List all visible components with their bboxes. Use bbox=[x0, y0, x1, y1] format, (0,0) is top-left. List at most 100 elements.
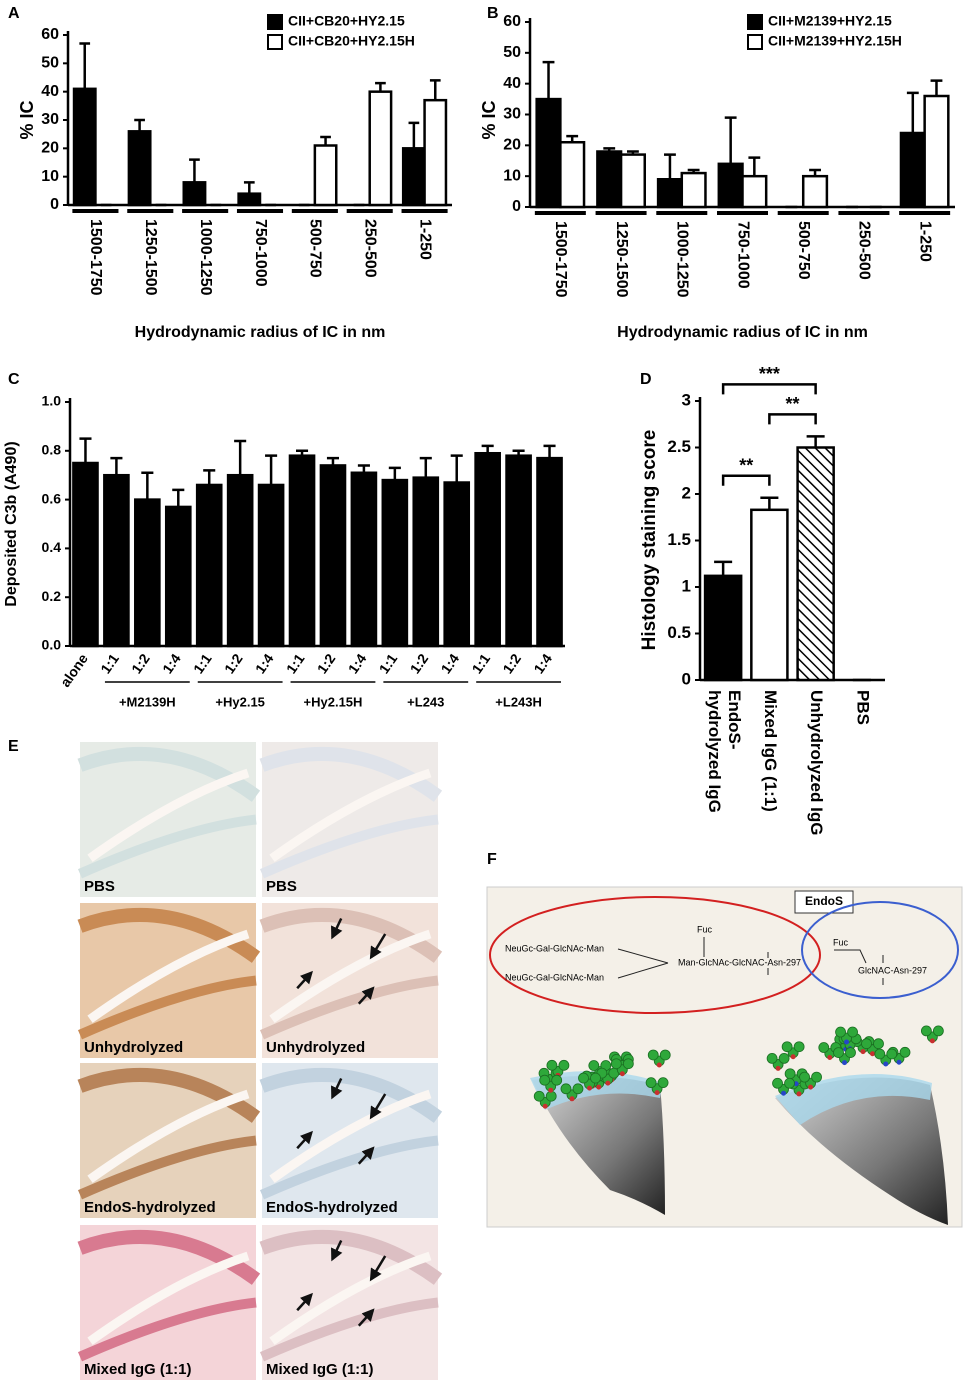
glycan-dot bbox=[775, 1065, 781, 1071]
glycan-dot bbox=[790, 1054, 796, 1060]
glycan-dot bbox=[870, 1051, 876, 1057]
error-bar bbox=[265, 454, 278, 485]
y-tick-label: 2 bbox=[682, 483, 691, 502]
glycan-text: Man-GlcNAc-GlcNAC-Asn-297 bbox=[678, 957, 801, 967]
tissue-layer bbox=[259, 1067, 443, 1123]
antibody bbox=[545, 1090, 557, 1102]
antibody bbox=[784, 1077, 795, 1089]
glycan-dot bbox=[781, 1090, 787, 1096]
glycan-dot bbox=[842, 1060, 848, 1066]
tissue-layer bbox=[259, 907, 443, 963]
error-bar bbox=[724, 116, 737, 164]
bar bbox=[401, 147, 426, 207]
image-caption: Mixed IgG (1:1) bbox=[84, 1361, 192, 1378]
joint-space bbox=[87, 929, 250, 1023]
glycan-dot bbox=[548, 1087, 554, 1093]
y-tick-label: 1 bbox=[682, 576, 691, 595]
glycan-dot bbox=[542, 1103, 548, 1109]
tissue-layer bbox=[77, 814, 257, 879]
cartilage-surface bbox=[530, 1071, 662, 1110]
error-bar bbox=[172, 488, 185, 507]
legend-label: CII+M2139+HY2.15 bbox=[768, 13, 892, 29]
antibody bbox=[873, 1038, 884, 1050]
bar bbox=[381, 478, 409, 648]
antibody bbox=[874, 1048, 886, 1060]
antibody bbox=[793, 1041, 805, 1053]
bar bbox=[717, 162, 744, 209]
panel-f: F EndoS Fuc NeuGc-Gal-GlcNAc-Man NeuGc-G… bbox=[486, 851, 963, 1228]
x-tick-label: 1:4 bbox=[437, 650, 462, 676]
bar bbox=[596, 150, 623, 209]
tissue-layer bbox=[77, 1297, 257, 1362]
arrow bbox=[296, 1130, 313, 1150]
glycan-bonds bbox=[834, 949, 884, 985]
error-bar bbox=[141, 471, 154, 500]
antibody bbox=[766, 1052, 778, 1064]
bar bbox=[127, 130, 152, 207]
glycan-dot bbox=[569, 1096, 575, 1102]
y-axis-label: % IC bbox=[17, 100, 37, 139]
bar bbox=[237, 192, 262, 207]
error-bar bbox=[543, 444, 556, 459]
bar bbox=[313, 144, 338, 207]
glycan-dot bbox=[844, 1039, 850, 1045]
error-bar bbox=[664, 153, 676, 180]
antibody bbox=[886, 1048, 898, 1060]
y-tick-label: 1.0 bbox=[42, 393, 62, 409]
error-bar bbox=[320, 135, 331, 146]
x-tick-label: 1:1 bbox=[283, 650, 308, 676]
tissue-layer bbox=[259, 746, 443, 802]
legend-swatch bbox=[747, 34, 763, 50]
antibody bbox=[560, 1083, 572, 1095]
arrow bbox=[331, 1239, 343, 1262]
glycan-dot bbox=[929, 1038, 935, 1044]
arrow bbox=[331, 917, 343, 940]
y-tick-label: 20 bbox=[41, 140, 59, 157]
x-tick-label: 1:2 bbox=[499, 650, 524, 676]
y-tick-label: 0.0 bbox=[42, 637, 62, 653]
x-tick-label: 1500-1750 bbox=[87, 219, 104, 296]
bar bbox=[412, 476, 440, 648]
glycan-dot bbox=[896, 1059, 902, 1065]
bar bbox=[703, 574, 743, 682]
x-tick-label: 1:1 bbox=[376, 650, 401, 676]
error-bar bbox=[134, 118, 145, 132]
image-caption: EndoS-hydrolyzed bbox=[84, 1199, 216, 1216]
y-tick-label: 60 bbox=[41, 26, 59, 43]
panel-label: F bbox=[487, 851, 497, 868]
antibody bbox=[546, 1059, 558, 1071]
x-tick-label: 1:4 bbox=[530, 650, 555, 676]
error-bar bbox=[419, 456, 432, 478]
y-tick-label: 10 bbox=[41, 168, 59, 185]
x-tick-label: 1000-1250 bbox=[674, 221, 691, 298]
bar bbox=[195, 483, 223, 648]
error-bar bbox=[203, 469, 216, 485]
x-tick-label: Unhydrolyzed IgG bbox=[807, 690, 826, 835]
y-tick-label: 2.5 bbox=[667, 437, 691, 456]
arrow bbox=[296, 970, 313, 990]
image-caption: PBS bbox=[266, 878, 297, 895]
x-tick-label: 1:2 bbox=[128, 650, 153, 676]
significance-label: ** bbox=[739, 455, 753, 475]
tissue-layer bbox=[77, 746, 261, 802]
y-axis-label: % IC bbox=[479, 100, 499, 139]
arrow bbox=[331, 1077, 343, 1100]
antibody bbox=[647, 1049, 659, 1061]
arrow bbox=[357, 986, 375, 1005]
bar bbox=[923, 94, 950, 209]
arrow bbox=[369, 1093, 387, 1120]
tissue-layer bbox=[77, 1135, 257, 1200]
bar bbox=[350, 471, 378, 648]
y-tick-label: 0 bbox=[50, 196, 59, 213]
glycan-dot bbox=[619, 1071, 625, 1077]
x-tick-label: 500-750 bbox=[795, 221, 812, 280]
error-bar bbox=[243, 181, 255, 194]
joint-space bbox=[269, 1089, 432, 1183]
group-label: +L243H bbox=[495, 694, 542, 709]
bar bbox=[680, 171, 707, 209]
image-caption: Unhydrolyzed bbox=[84, 1039, 183, 1056]
bar bbox=[536, 456, 563, 648]
bar bbox=[72, 87, 97, 207]
